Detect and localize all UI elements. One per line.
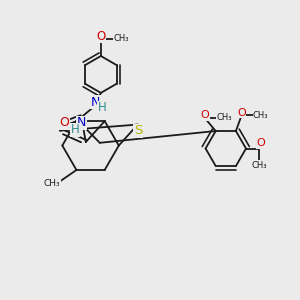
Text: O: O (201, 110, 209, 120)
Text: N: N (91, 96, 101, 109)
Text: O: O (256, 138, 265, 148)
Text: O: O (237, 108, 246, 118)
Text: H: H (71, 123, 80, 136)
Text: CH₃: CH₃ (113, 34, 129, 43)
Text: CH₃: CH₃ (253, 111, 268, 120)
Text: O: O (60, 116, 70, 129)
Text: CH₃: CH₃ (44, 178, 60, 188)
Text: H: H (98, 101, 106, 114)
Text: CH₃: CH₃ (252, 161, 267, 170)
Text: N: N (77, 116, 86, 129)
Text: CH₃: CH₃ (217, 113, 232, 122)
Text: O: O (96, 30, 106, 43)
Text: S: S (134, 124, 142, 137)
